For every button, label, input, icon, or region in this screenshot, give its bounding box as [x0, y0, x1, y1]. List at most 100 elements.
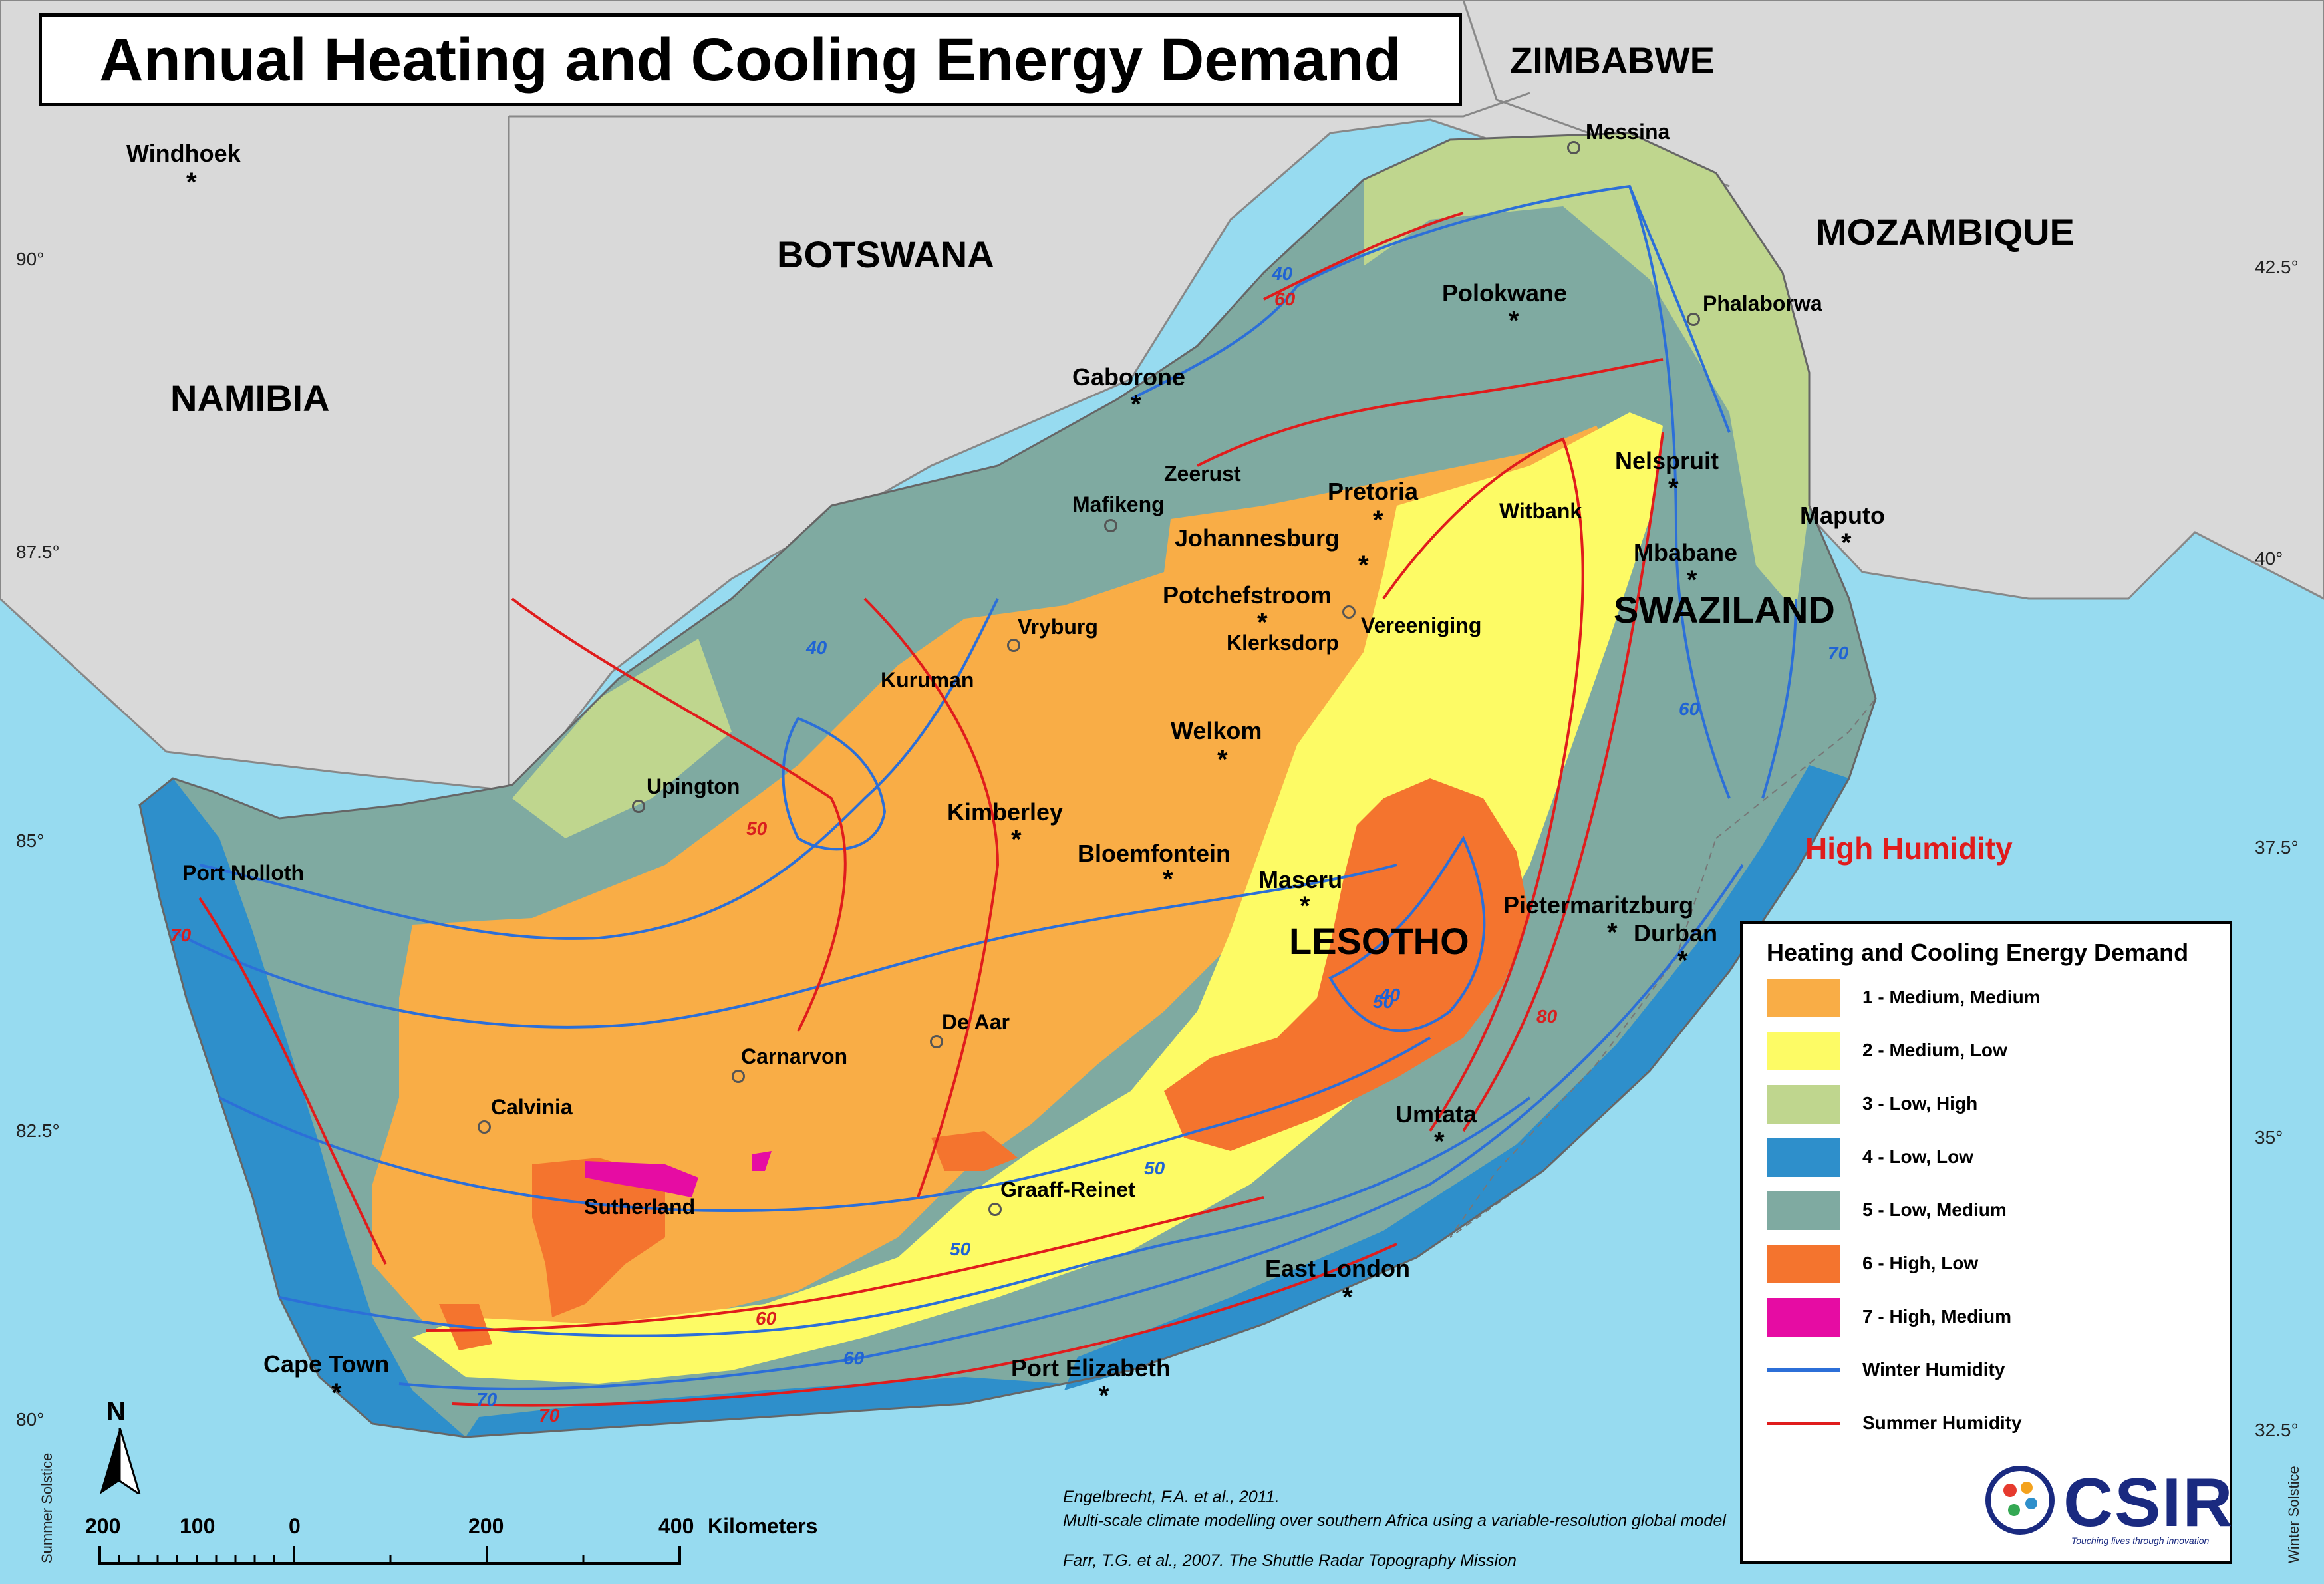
legend-label: Summer Humidity: [1862, 1412, 2022, 1433]
city-label-klerksdorp: Klerksdorp: [1227, 631, 1339, 655]
country-label-mozambique: MOZAMBIQUE: [1816, 211, 2075, 253]
legend-item: 7 - High, Medium: [1767, 1298, 2219, 1338]
city-marker: *: [1607, 918, 1618, 947]
isoline-label-summer: 60: [1274, 289, 1296, 309]
winter-solstice-label: Winter Solstice: [2285, 1466, 2302, 1563]
scale-label: 200: [468, 1514, 504, 1538]
city-label-vereeniging: Vereeniging: [1361, 613, 1482, 637]
city-label-cape-town: Cape Town: [263, 1350, 390, 1378]
region-medium-medium: [372, 426, 1630, 1337]
city-label-umtata: Umtata: [1395, 1100, 1477, 1128]
legend-item: 3 - Low, High: [1767, 1085, 2219, 1125]
region-low-high: [1364, 133, 1809, 612]
credit-line: Farr, T.G. et al., 2007. The Shuttle Rad…: [1063, 1551, 1517, 1570]
city-label-messina: Messina: [1586, 120, 1670, 144]
city-label-durban: Durban: [1634, 919, 1717, 947]
tick-right: 40°: [2255, 548, 2283, 569]
high-humidity-label: High Humidity: [1805, 831, 2013, 866]
isoline-label-winter: 70: [1828, 643, 1849, 663]
legend-item: Summer Humidity: [1767, 1404, 2219, 1444]
region-high-low-lesotho: [1164, 778, 1530, 1151]
legend-item: 2 - Medium, Low: [1767, 1032, 2219, 1072]
region-low-low-south-coast: [466, 1370, 1131, 1437]
city-marker: *: [186, 168, 197, 197]
map-title-box: Annual Heating and Cooling Energy Demand: [39, 13, 1462, 106]
legend-label: 2 - Medium, Low: [1862, 1040, 2007, 1060]
city-label-vryburg: Vryburg: [1018, 615, 1098, 639]
country-label-lesotho: LESOTHO: [1289, 920, 1469, 962]
region-low-low-west-coast: [140, 778, 466, 1437]
tick-right: 32.5°: [2255, 1420, 2299, 1440]
tick-right: 37.5°: [2255, 837, 2299, 858]
border-botswana-zimbabwe: [509, 92, 1530, 118]
legend-label: Winter Humidity: [1862, 1359, 2005, 1380]
legend-label: 1 - Medium, Medium: [1862, 987, 2041, 1007]
isoline-label-winter: 50: [1373, 991, 1394, 1012]
region-high-medium-small: [752, 1151, 772, 1171]
city-label-sutherland: Sutherland: [584, 1195, 696, 1219]
city-label-phalaborwa: Phalaborwa: [1703, 291, 1822, 315]
city-label-carnarvon: Carnarvon: [741, 1044, 848, 1068]
city-marker: *: [1217, 745, 1228, 774]
isoline-label-winter: 70: [476, 1389, 498, 1410]
scale-label: 200: [85, 1514, 121, 1538]
north-label: N: [106, 1397, 126, 1426]
city-marker: *: [1373, 506, 1383, 535]
city-marker: *: [1131, 390, 1141, 419]
region-high-low-small: [931, 1131, 1018, 1171]
tick-left: 82.5°: [16, 1120, 60, 1141]
isoline-label-winter: 60: [1679, 699, 1700, 719]
legend-item: 5 - Low, Medium: [1767, 1191, 2219, 1231]
country-label-zimbabwe: ZIMBABWE: [1510, 39, 1715, 81]
summer-solstice-label: Summer Solstice: [39, 1452, 55, 1563]
city-label-polokwane: Polokwane: [1442, 279, 1568, 307]
legend-item: Winter Humidity: [1767, 1351, 2219, 1391]
city-marker: *: [1509, 306, 1519, 335]
isoline-label-summer: 60: [756, 1308, 777, 1329]
city-label-maputo: Maputo: [1800, 502, 1885, 529]
city-marker: *: [1257, 608, 1268, 637]
city-label-mafikeng: Mafikeng: [1072, 492, 1165, 516]
isoline-label-summer: 80: [1536, 1006, 1558, 1027]
city-label-port-elizabeth: Port Elizabeth: [1011, 1354, 1171, 1382]
city-label-johannesburg: Johannesburg: [1175, 524, 1340, 552]
isoline-label-winter: 50: [950, 1239, 971, 1259]
legend-swatch: [1767, 1298, 1840, 1337]
neighbour-land: [0, 0, 2324, 793]
town-marker: [632, 800, 645, 813]
isoline-label-winter: 40: [806, 637, 827, 658]
legend-swatch: [1767, 1245, 1840, 1283]
north-arrow-icon: [100, 1428, 141, 1494]
city-marker: *: [1099, 1381, 1109, 1410]
town-marker: [1104, 519, 1117, 532]
city-label-bloemfontein: Bloemfontein: [1078, 840, 1231, 867]
summer-humidity-lines: [198, 212, 1664, 1407]
csir-logo-text: CSIR: [2063, 1464, 2234, 1541]
town-marker: [732, 1070, 745, 1083]
tick-right: 42.5°: [2255, 257, 2299, 277]
legend-swatch: [1767, 1085, 1840, 1124]
south-africa-outline: [138, 132, 1877, 1438]
town-marker: [988, 1203, 1002, 1216]
city-marker: *: [1163, 865, 1173, 894]
legend-label: 4 - Low, Low: [1862, 1146, 1973, 1167]
city-marker: *: [1300, 891, 1310, 921]
city-label-graaff-reinet: Graaff-Reinet: [1000, 1178, 1135, 1201]
city-label-mbabane: Mbabane: [1634, 539, 1738, 566]
city-marker: *: [1677, 946, 1688, 975]
map-title: Annual Heating and Cooling Energy Demand: [99, 25, 1401, 94]
isoline-label-winter: 40: [1272, 263, 1293, 284]
legend-item: 1 - Medium, Medium: [1767, 979, 2219, 1019]
csir-logo: CSIR Touching lives through innovation: [1983, 1464, 2232, 1550]
city-marker: *: [331, 1378, 342, 1408]
town-marker: [478, 1120, 491, 1134]
legend-swatch: [1767, 1032, 1840, 1070]
csir-tagline: Touching lives through innovation: [2071, 1535, 2210, 1546]
legend-label: 3 - Low, High: [1862, 1093, 1978, 1114]
city-label-pietermaritzburg: Pietermaritzburg: [1503, 891, 1694, 919]
isoline-label-winter: 40: [1380, 985, 1401, 1005]
city-label-maseru: Maseru: [1258, 866, 1343, 893]
country-label-namibia: NAMIBIA: [170, 377, 330, 419]
